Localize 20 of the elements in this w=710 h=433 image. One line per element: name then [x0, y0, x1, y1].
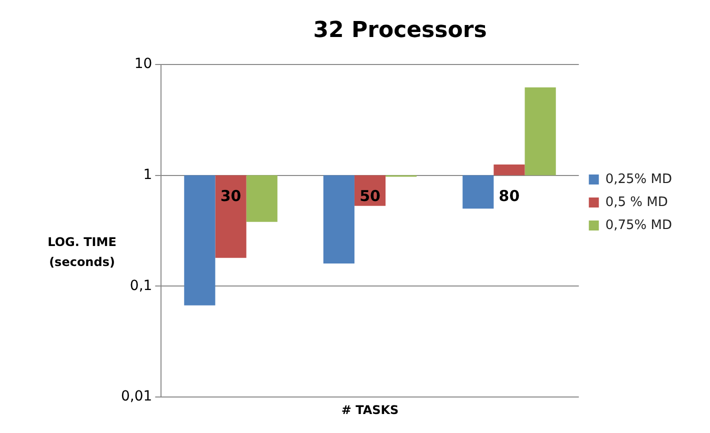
x-tick-label: 80 [498, 187, 520, 206]
bar [184, 175, 216, 306]
x-axis-title: # TASKS [341, 403, 399, 418]
bar [462, 175, 494, 209]
bar [323, 175, 354, 264]
y-tick-label: 0,01 [121, 388, 152, 405]
y-tick-label: 10 [134, 56, 152, 72]
legend-label: 0,25% MD [605, 172, 672, 187]
y-tick-label: 1 [143, 166, 152, 183]
x-tick-label: 50 [360, 187, 380, 206]
y-axis-title: LOG. TIME (seconds) [48, 234, 116, 269]
y-tick-label: 0,1 [130, 278, 152, 294]
legend-label: 0,5 % MD [605, 194, 668, 210]
bar [494, 164, 525, 176]
x-tick-label: 30 [220, 187, 242, 206]
bar [246, 175, 278, 222]
bar [215, 175, 246, 258]
bar [524, 87, 556, 176]
legend-label: 0,75% MD [605, 218, 672, 233]
chart-title: 32 Processors [313, 18, 487, 43]
